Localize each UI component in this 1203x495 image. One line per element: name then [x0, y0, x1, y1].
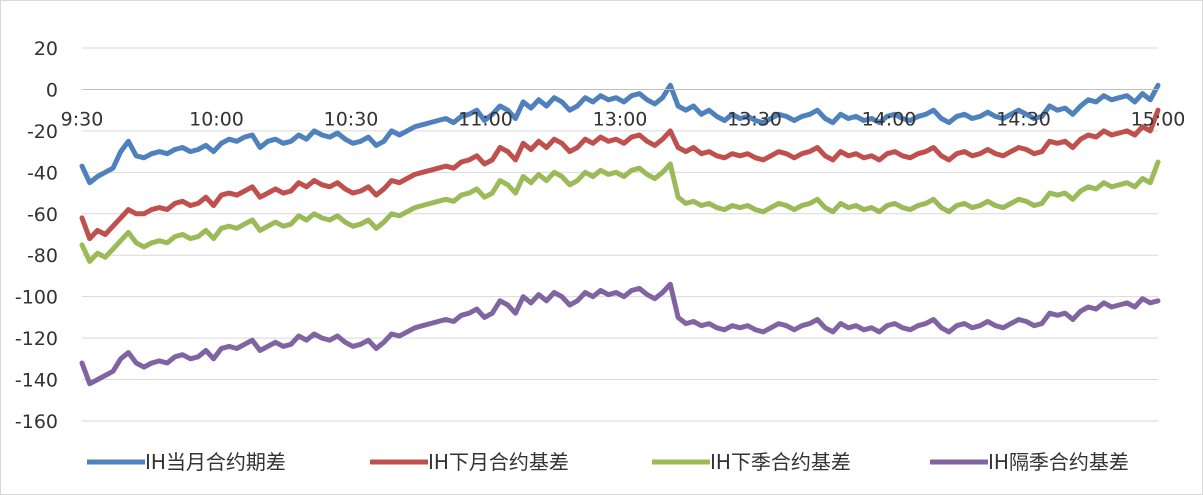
x-tick-label: 11:00: [458, 108, 513, 130]
x-tick-label: 13:30: [727, 108, 782, 130]
legend-item-ih-next-month[interactable]: IH下月合约基差: [370, 450, 569, 474]
series-line-1: [79, 107, 1161, 242]
y-tick-label: -40: [27, 162, 58, 184]
series-line-2: [79, 159, 1161, 264]
gridlines: [82, 47, 1158, 422]
x-tick-label: 13:00: [593, 108, 648, 130]
x-tick-label: 14:30: [996, 108, 1051, 130]
y-tick-label: -160: [15, 411, 58, 433]
x-tick-label: 10:00: [189, 108, 244, 130]
y-tick-label: -60: [27, 204, 58, 226]
legend-label: IH当月合约期差: [145, 450, 286, 474]
y-tick-label: 0: [46, 79, 58, 101]
x-tick-label: 10:30: [324, 108, 379, 130]
x-tick-label: 9:30: [61, 108, 104, 130]
y-tick-label: -80: [27, 245, 58, 267]
y-tick-label: -120: [15, 328, 58, 350]
series-line-3: [79, 281, 1161, 387]
legend-item-ih-next-quarter[interactable]: IH下季合约基差: [652, 450, 851, 474]
y-axis-ticks: 20 0 -20 -40 -60 -80 -100 -120 -140 -160: [15, 38, 58, 433]
y-tick-label: -20: [27, 121, 58, 143]
series-lines: [79, 82, 1161, 387]
series-line-0: [79, 82, 1161, 186]
legend-label: IH隔季合约基差: [988, 450, 1129, 474]
y-tick-label: -140: [15, 370, 58, 392]
legend: IH当月合约期差 IH下月合约基差 IH下季合约基差 IH隔季合约基差: [87, 450, 1129, 474]
x-tick-label: 14:00: [862, 108, 917, 130]
legend-item-ih-current-month[interactable]: IH当月合约期差: [87, 450, 286, 474]
y-tick-label: -100: [15, 287, 58, 309]
x-tick-label: 15:00: [1131, 108, 1186, 130]
legend-label: IH下月合约基差: [428, 450, 569, 474]
legend-label: IH下季合约基差: [710, 450, 851, 474]
x-axis-ticks: 9:30 10:00 10:30 11:00 13:00 13:30 14:00…: [61, 108, 1186, 130]
y-tick-label: 20: [34, 38, 58, 60]
legend-item-ih-far-quarter[interactable]: IH隔季合约基差: [930, 450, 1129, 474]
